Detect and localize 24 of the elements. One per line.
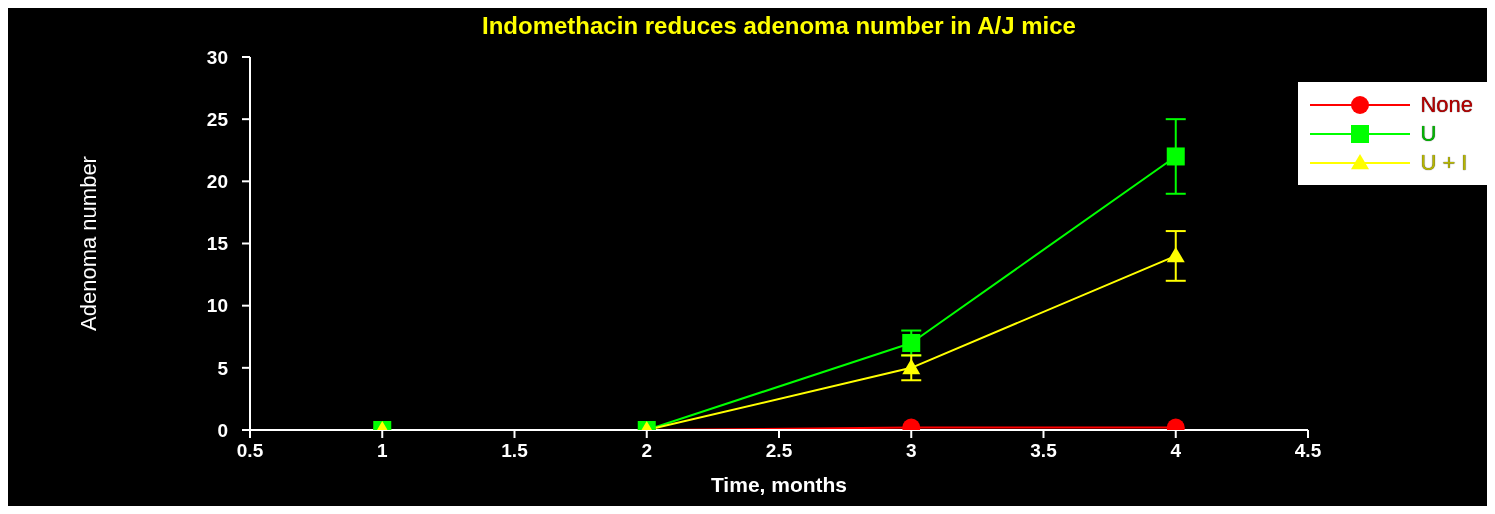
x-tick-label: 4 xyxy=(1170,440,1182,462)
x-tick-label: 3.5 xyxy=(1030,440,1058,462)
x-tick-label: 1 xyxy=(376,440,388,462)
chart-title: Indomethacin reduces adenoma number in A/J mice xyxy=(481,12,1077,40)
legend-label: U + I xyxy=(1420,149,1468,176)
legend-label: None xyxy=(1420,91,1473,118)
y-tick-label: 10 xyxy=(206,295,228,317)
y-tick-label: 20 xyxy=(206,171,228,193)
x-tick-label: 4.5 xyxy=(1294,440,1322,462)
x-tick-label: 2.5 xyxy=(765,440,793,462)
x-tick-label: 0.5 xyxy=(236,440,264,462)
y-axis-title: Adenoma number xyxy=(75,156,101,331)
x-tick-label: 1.5 xyxy=(501,440,529,462)
point xyxy=(902,333,921,352)
legend-label: U xyxy=(1420,120,1437,147)
y-tick-label: 15 xyxy=(206,233,229,255)
x-tick-label: 3 xyxy=(905,440,917,462)
y-tick-label: 25 xyxy=(206,108,229,130)
x-tick-label: 2 xyxy=(641,440,653,462)
point xyxy=(1166,147,1185,166)
x-axis-title: Time, months xyxy=(710,473,848,496)
y-tick-label: 30 xyxy=(206,46,228,68)
y-tick-label: 5 xyxy=(217,357,229,379)
y-tick-label: 0 xyxy=(217,419,228,441)
